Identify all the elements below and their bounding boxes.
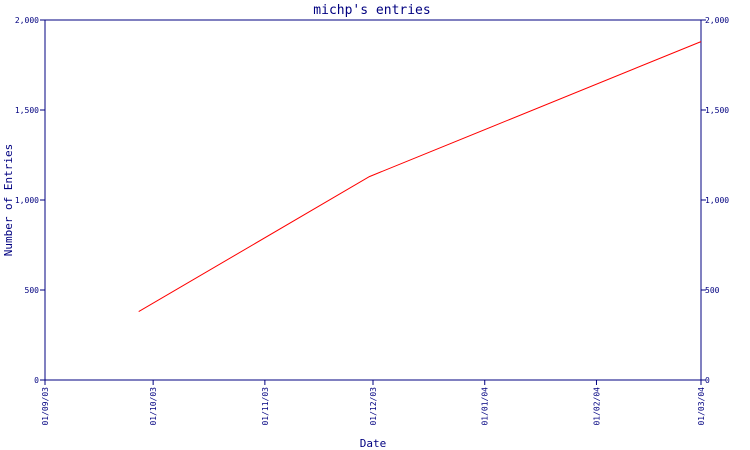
- x-tick-label: 01/12/03: [369, 387, 378, 426]
- x-tick-label: 01/11/03: [261, 387, 270, 426]
- x-tick-label: 01/02/04: [592, 387, 601, 426]
- x-tick-label: 01/10/03: [149, 387, 158, 426]
- x-tick-label: 01/09/03: [41, 387, 50, 426]
- right-y-axis: 0 500 1,000 1,500 2,000: [701, 16, 729, 385]
- chart-title: michp's entries: [313, 3, 430, 18]
- x-tick-label: 01/01/04: [481, 387, 490, 426]
- y-tick-label-left: 500: [25, 286, 40, 295]
- y-tick-label-left: 2,000: [15, 16, 39, 25]
- y-tick-label-right: 1,500: [705, 106, 729, 115]
- plot-area: [44, 19, 702, 381]
- series-line: [138, 41, 702, 313]
- x-axis: 01/09/03 01/10/03 01/11/03 01/12/03 01/01/04…: [41, 380, 706, 426]
- y-tick-label-left: 1,000: [15, 196, 39, 205]
- y-tick-label-left: 1,500: [15, 106, 39, 115]
- y-tick-label-right: 2,000: [705, 16, 729, 25]
- x-tick-label: 01/03/04: [697, 387, 706, 426]
- y-axis-label: Number of Entries: [2, 144, 15, 257]
- y-tick-label-right: 1,000: [705, 196, 729, 205]
- y-tick-label-right: 500: [705, 286, 720, 295]
- x-axis-label: Date: [360, 437, 387, 450]
- left-y-axis: 0 500 1,000 1,500 2,000: [15, 16, 45, 385]
- y-tick-label-right: 0: [705, 376, 710, 385]
- y-tick-label-left: 0: [34, 376, 39, 385]
- series-layer: [138, 41, 702, 313]
